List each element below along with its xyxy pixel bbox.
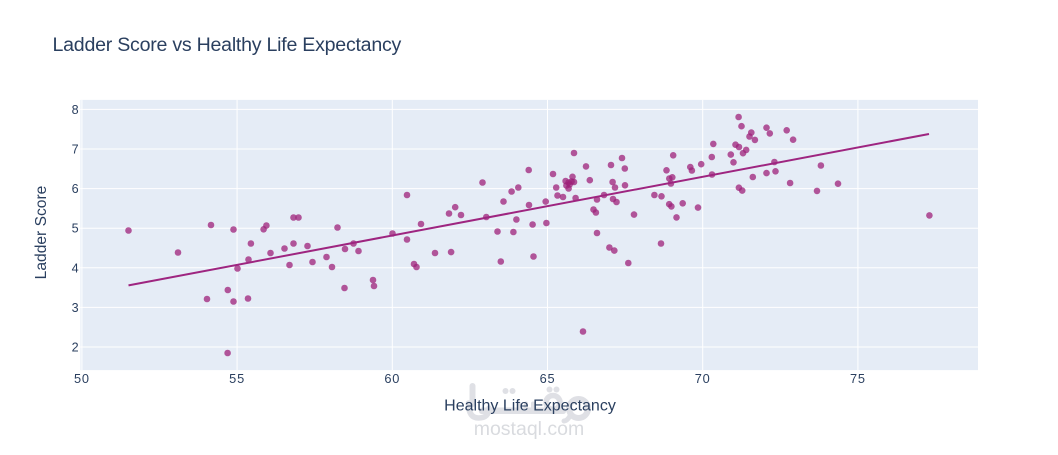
svg-text:6: 6 bbox=[72, 182, 79, 196]
svg-text:2: 2 bbox=[72, 341, 79, 355]
svg-text:65: 65 bbox=[540, 371, 556, 386]
svg-text:3: 3 bbox=[72, 301, 79, 315]
svg-text:70: 70 bbox=[695, 371, 711, 386]
svg-text:Ladder Score vs Healthy Life E: Ladder Score vs Healthy Life Expectancy bbox=[53, 34, 402, 56]
svg-text:Ladder Score: Ladder Score bbox=[33, 186, 50, 280]
svg-text:Healthy Life Expectancy: Healthy Life Expectancy bbox=[444, 398, 616, 415]
svg-text:50: 50 bbox=[74, 371, 90, 386]
svg-text:4: 4 bbox=[72, 261, 79, 275]
svg-text:5: 5 bbox=[72, 222, 79, 236]
svg-text:7: 7 bbox=[72, 143, 79, 157]
svg-text:55: 55 bbox=[229, 371, 245, 386]
svg-text:60: 60 bbox=[384, 371, 400, 386]
svg-text:8: 8 bbox=[72, 103, 79, 117]
svg-text:75: 75 bbox=[850, 371, 866, 386]
svg-text:mostaql.com: mostaql.com bbox=[474, 418, 585, 440]
